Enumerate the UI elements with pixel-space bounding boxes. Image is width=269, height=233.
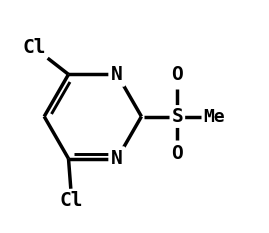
Text: S: S (171, 107, 183, 126)
Text: O: O (171, 65, 183, 84)
Text: N: N (111, 149, 123, 168)
Text: Cl: Cl (22, 38, 46, 57)
Text: O: O (171, 144, 183, 163)
Text: N: N (111, 65, 123, 84)
Text: Cl: Cl (59, 191, 83, 210)
Text: Me: Me (203, 107, 225, 126)
